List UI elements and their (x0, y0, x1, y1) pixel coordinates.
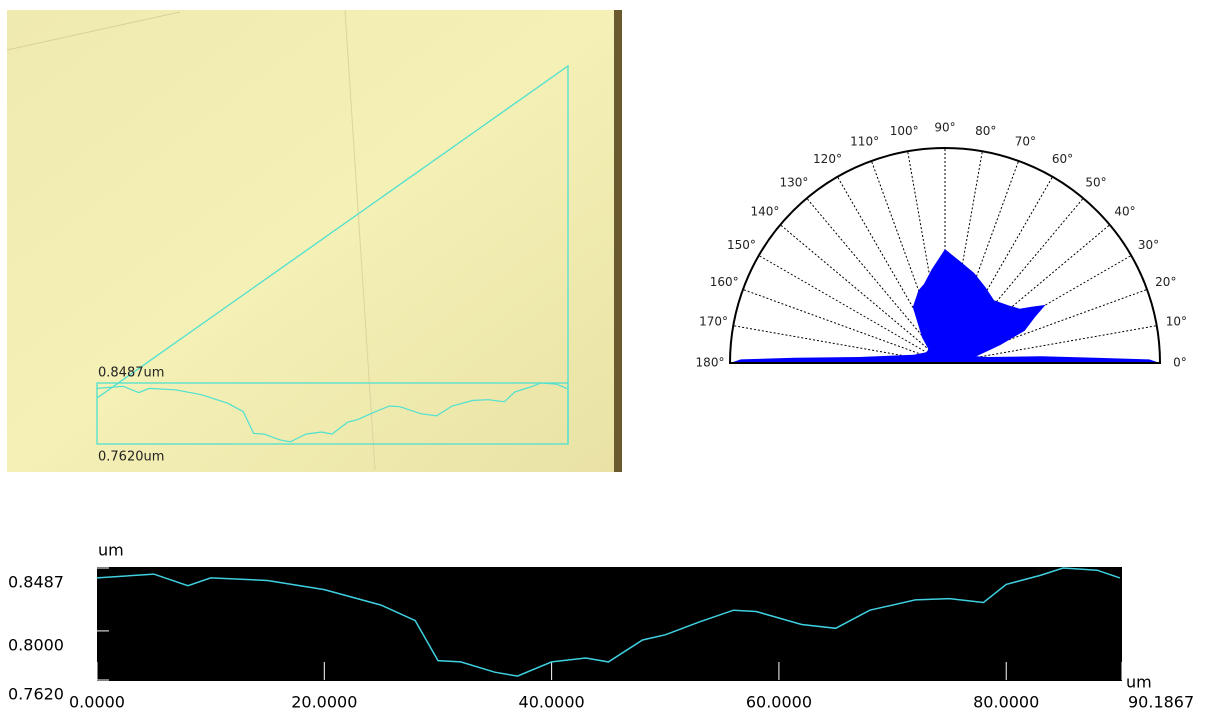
polar-frame (728, 147, 1162, 364)
image-edge (614, 10, 622, 472)
x-tick-label: 0.0000 (69, 693, 125, 712)
overlay-bottom-label: 0.7620um (98, 450, 164, 465)
x-tick-label: 60.0000 (746, 693, 812, 712)
angle-label: 130° (779, 175, 808, 189)
angle-label: 170° (699, 315, 728, 329)
plot-background (97, 567, 1122, 681)
overlay-top-label: 0.8487um (98, 366, 164, 381)
angle-label: 30° (1138, 238, 1159, 252)
angle-label: 160° (710, 275, 739, 289)
angle-label: 60° (1052, 152, 1073, 166)
profile-line (96, 567, 1121, 677)
angle-label: 110° (850, 135, 879, 149)
angle-label: 70° (1015, 135, 1036, 149)
angle-label: 20° (1155, 275, 1176, 289)
rose-area (730, 249, 1160, 363)
angle-label: 10° (1166, 315, 1187, 329)
polar-chart: 0° 10° 20° 30° 40° 50° 60° 70° 80° 90° 100° 110° 120… (696, 121, 1188, 370)
angle-label: 0° (1173, 356, 1187, 370)
angle-label: 140° (751, 204, 780, 218)
x-tick-label: 80.0000 (973, 693, 1039, 712)
angle-label: 90° (934, 121, 955, 135)
angle-label: 120° (813, 152, 842, 166)
scratch (6, 11, 181, 51)
x-tick-label: 20.0000 (291, 693, 357, 712)
overlay-profile (96, 382, 568, 443)
overlay-line (96, 382, 568, 443)
x-tick-label: 90.1867 (1128, 693, 1194, 712)
angle-label: 50° (1085, 175, 1106, 189)
y-tick-label: 0.7620 (8, 685, 64, 704)
x-axis-unit: um (1126, 673, 1152, 692)
x-tick-label: 40.0000 (519, 693, 585, 712)
y-tick-label: 0.8000 (8, 635, 64, 654)
angle-label: 150° (727, 238, 756, 252)
angle-label: 40° (1114, 204, 1135, 218)
angle-label: 80° (975, 124, 996, 138)
angle-label: 180° (696, 356, 725, 370)
y-tick-label: 0.8487 (8, 573, 64, 592)
angle-label: 100° (890, 124, 919, 138)
profile-chart: 0.7620 0.8000 0.8487 0.0000 20.0000 40.0000 60… (8, 541, 1194, 712)
y-axis-unit: um (98, 541, 124, 560)
microscope-image (7, 10, 619, 472)
profile-box (96, 382, 569, 445)
spoke (742, 288, 946, 364)
scratch (344, 9, 376, 471)
measure-triangle (96, 64, 569, 444)
